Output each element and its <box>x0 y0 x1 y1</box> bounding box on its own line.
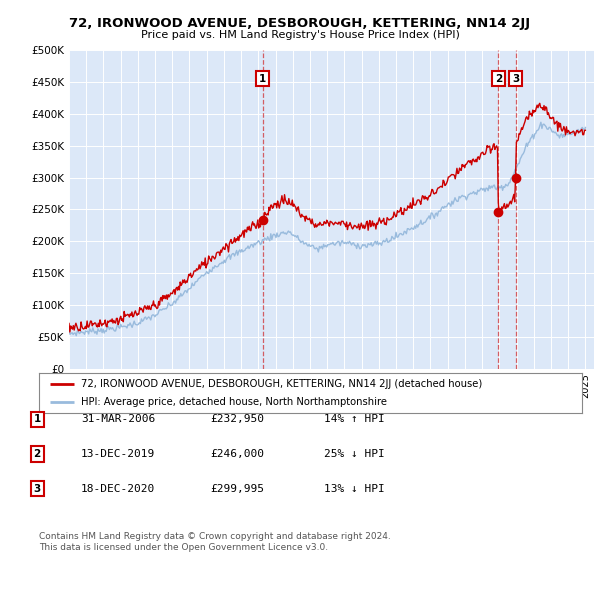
Text: 3: 3 <box>34 484 41 493</box>
Text: 2: 2 <box>34 450 41 459</box>
Text: 14% ↑ HPI: 14% ↑ HPI <box>324 415 385 424</box>
Text: Price paid vs. HM Land Registry's House Price Index (HPI): Price paid vs. HM Land Registry's House … <box>140 30 460 40</box>
Text: 18-DEC-2020: 18-DEC-2020 <box>81 484 155 493</box>
Text: Contains HM Land Registry data © Crown copyright and database right 2024.
This d: Contains HM Land Registry data © Crown c… <box>39 532 391 552</box>
Text: 1: 1 <box>34 415 41 424</box>
Text: HPI: Average price, detached house, North Northamptonshire: HPI: Average price, detached house, Nort… <box>82 397 388 407</box>
Text: 13-DEC-2019: 13-DEC-2019 <box>81 450 155 459</box>
Text: 1: 1 <box>259 74 266 84</box>
Text: £232,950: £232,950 <box>210 415 264 424</box>
Text: 3: 3 <box>512 74 520 84</box>
Text: 72, IRONWOOD AVENUE, DESBOROUGH, KETTERING, NN14 2JJ: 72, IRONWOOD AVENUE, DESBOROUGH, KETTERI… <box>70 17 530 30</box>
Text: 31-MAR-2006: 31-MAR-2006 <box>81 415 155 424</box>
Text: £246,000: £246,000 <box>210 450 264 459</box>
Text: 25% ↓ HPI: 25% ↓ HPI <box>324 450 385 459</box>
Text: 2: 2 <box>495 74 502 84</box>
Text: 72, IRONWOOD AVENUE, DESBOROUGH, KETTERING, NN14 2JJ (detached house): 72, IRONWOOD AVENUE, DESBOROUGH, KETTERI… <box>82 379 482 389</box>
Text: £299,995: £299,995 <box>210 484 264 493</box>
Text: 13% ↓ HPI: 13% ↓ HPI <box>324 484 385 493</box>
